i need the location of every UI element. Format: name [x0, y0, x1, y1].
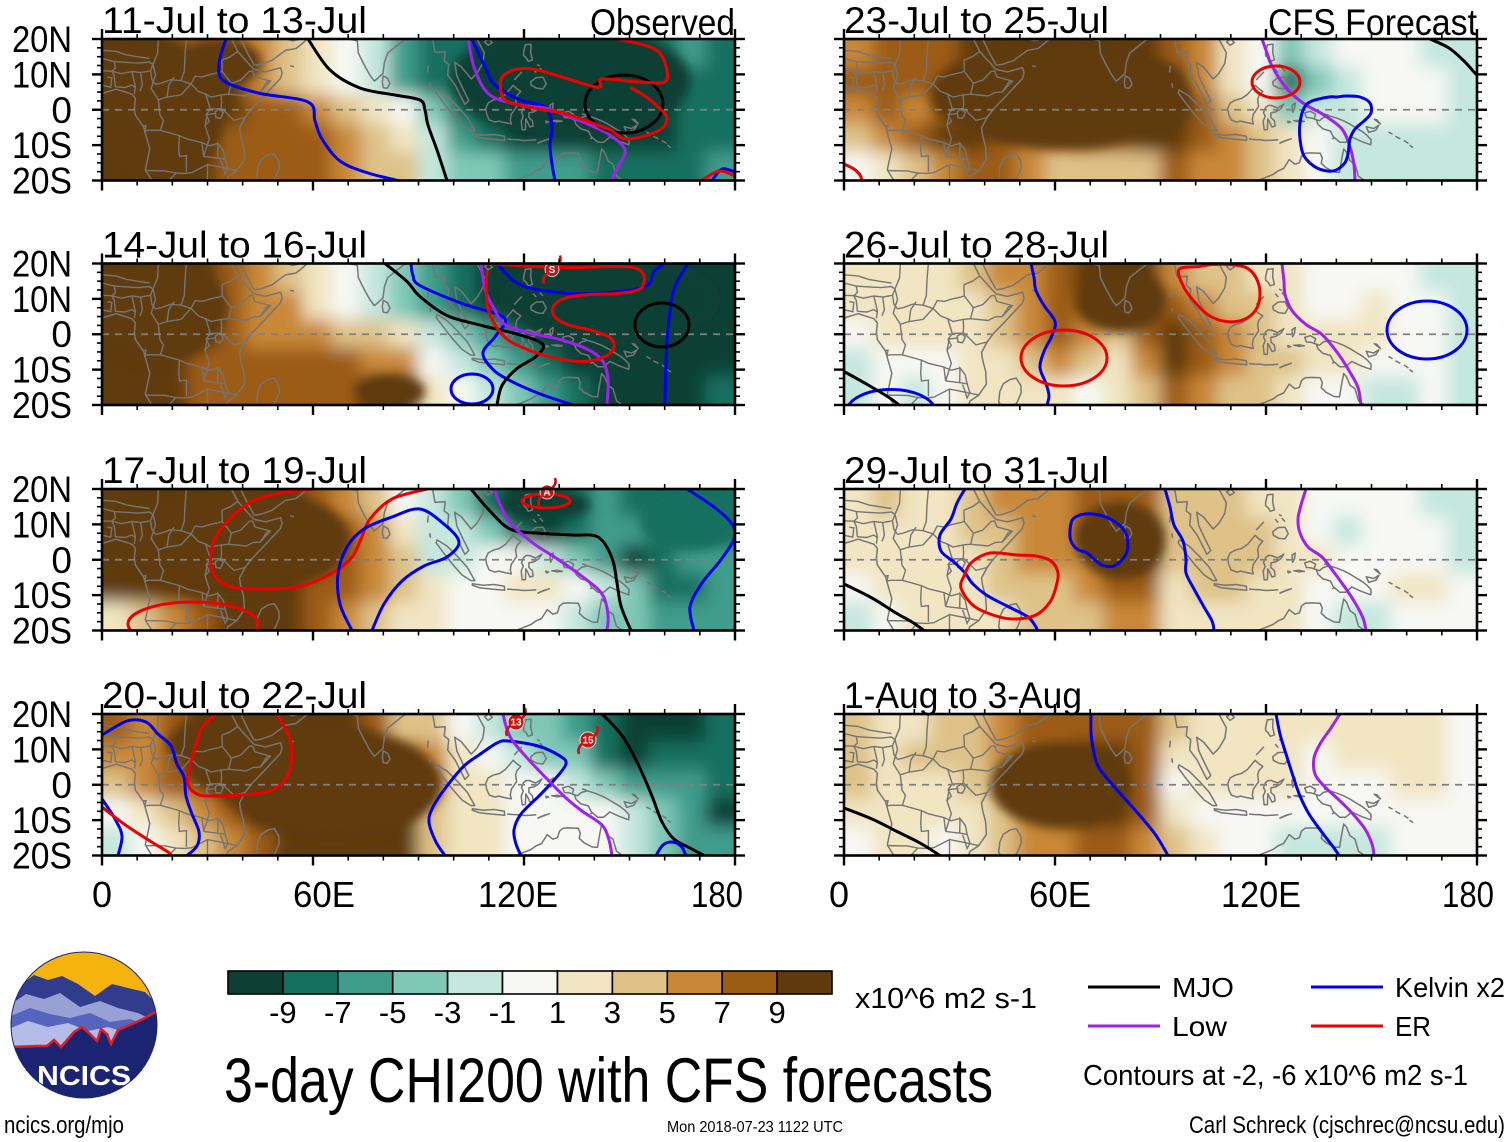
svg-text:Contours at -2, -6 x10^6 m2 s-: Contours at -2, -6 x10^6 m2 s-1 [1083, 1060, 1468, 1092]
svg-text:120E: 120E [478, 874, 558, 915]
svg-text:Mon 2018-07-23 1122 UTC: Mon 2018-07-23 1122 UTC [667, 1119, 843, 1136]
svg-text:20S: 20S [12, 611, 72, 652]
svg-text:3: 3 [604, 995, 621, 1030]
svg-text:9: 9 [768, 995, 785, 1030]
svg-text:10N: 10N [12, 54, 72, 95]
svg-text:180: 180 [691, 874, 743, 915]
svg-text:S: S [549, 265, 556, 276]
svg-text:10S: 10S [12, 575, 72, 616]
svg-text:17-Jul to 19-Jul: 17-Jul to 19-Jul [102, 450, 367, 491]
svg-text:-7: -7 [324, 995, 352, 1030]
svg-text:10N: 10N [12, 279, 72, 320]
svg-text:60E: 60E [1029, 874, 1091, 915]
svg-text:13: 13 [510, 718, 522, 729]
svg-text:0: 0 [92, 874, 112, 915]
svg-text:20N: 20N [12, 19, 72, 60]
svg-text:14-Jul to 16-Jul: 14-Jul to 16-Jul [102, 225, 367, 266]
svg-text:Kelvin x2: Kelvin x2 [1395, 972, 1505, 1003]
svg-text:20-Jul to 22-Jul: 20-Jul to 22-Jul [102, 675, 367, 716]
svg-text:10N: 10N [12, 504, 72, 545]
svg-text:11-Jul to 13-Jul: 11-Jul to 13-Jul [102, 0, 367, 41]
svg-text:0: 0 [51, 765, 72, 806]
svg-text:-5: -5 [379, 995, 407, 1030]
svg-text:15: 15 [582, 736, 594, 747]
svg-text:10N: 10N [12, 729, 72, 770]
svg-text:Low: Low [1172, 1011, 1228, 1042]
svg-text:1-Aug to 3-Aug: 1-Aug to 3-Aug [844, 675, 1082, 716]
svg-text:5: 5 [659, 995, 676, 1030]
svg-text:7: 7 [714, 995, 731, 1030]
svg-text:60E: 60E [293, 874, 355, 915]
svg-text:-3: -3 [434, 995, 462, 1030]
svg-text:26-Jul to 28-Jul: 26-Jul to 28-Jul [844, 225, 1109, 266]
svg-text:29-Jul to 31-Jul: 29-Jul to 31-Jul [844, 450, 1109, 491]
svg-text:0: 0 [51, 314, 72, 355]
svg-text:20S: 20S [12, 161, 72, 202]
svg-text:NCICS: NCICS [37, 1060, 131, 1091]
svg-text:20S: 20S [12, 385, 72, 426]
svg-text:20N: 20N [12, 244, 72, 285]
svg-text:20S: 20S [12, 836, 72, 877]
svg-text:20N: 20N [12, 694, 72, 735]
svg-text:ncics.org/mjo: ncics.org/mjo [4, 1112, 124, 1139]
svg-text:0: 0 [51, 90, 72, 131]
svg-text:0: 0 [51, 540, 72, 581]
svg-text:x10^6 m2 s-1: x10^6 m2 s-1 [855, 983, 1037, 1015]
svg-text:CFS Forecast: CFS Forecast [1268, 2, 1478, 43]
svg-text:10S: 10S [12, 125, 72, 166]
svg-text:3-day CHI200 with CFS forecast: 3-day CHI200 with CFS forecasts [224, 1046, 993, 1116]
svg-text:A: A [543, 488, 550, 499]
svg-text:Observed: Observed [590, 2, 735, 43]
svg-text:1: 1 [549, 995, 566, 1030]
svg-text:Carl Schreck (cjschrec@ncsu.ed: Carl Schreck (cjschrec@ncsu.edu) [1189, 1112, 1505, 1139]
svg-text:-1: -1 [489, 995, 517, 1030]
svg-text:23-Jul to 25-Jul: 23-Jul to 25-Jul [844, 0, 1109, 41]
svg-text:20N: 20N [12, 469, 72, 510]
svg-text:MJO: MJO [1172, 972, 1234, 1003]
svg-text:120E: 120E [1221, 874, 1301, 915]
svg-text:0: 0 [829, 874, 849, 915]
svg-text:-9: -9 [269, 995, 297, 1030]
svg-text:10S: 10S [12, 800, 72, 841]
svg-text:ER: ER [1395, 1011, 1431, 1042]
svg-text:180: 180 [1442, 874, 1494, 915]
svg-text:10S: 10S [12, 350, 72, 391]
